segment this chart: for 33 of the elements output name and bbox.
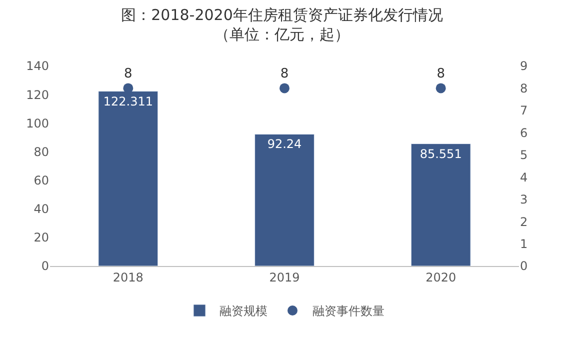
y2-tick-label: 2 [520,214,528,229]
y-tick-label: 40 [34,202,49,216]
data-label: 8 [280,66,289,82]
y2-tick-label: 0 [520,259,528,274]
x-tick-label: 2020 [426,270,456,284]
y2-tick-label: 1 [520,236,528,251]
y-tick-label: 140 [26,59,49,74]
y-tick-label: 100 [26,116,49,130]
y2-tick-label: 5 [520,148,528,162]
y-tick-label: 120 [26,88,49,102]
y-tick-label: 80 [34,144,49,159]
bar [410,144,471,266]
y2-tick-label: 9 [520,59,528,74]
chart-title: 图：2018-2020年住房租赁资产证券化发行情况 [121,6,443,24]
y-tick-label: 20 [34,230,49,245]
legend-label: 融资规模 [220,304,268,318]
y2-tick-label: 6 [520,126,528,140]
y2-tick-label: 7 [520,104,528,118]
data-label: 122.311 [103,94,153,108]
bar [254,134,314,266]
x-tick-label: 2018 [112,270,144,284]
y2-tick-label: 8 [520,81,528,96]
chart-subtitle: （单位：亿元，起） [214,26,350,44]
data-label: 8 [124,66,132,82]
y2-tick-label: 3 [520,192,528,207]
x-tick-label: 2019 [269,270,300,284]
y2-tick-label: 4 [520,170,528,184]
y-tick-label: 0 [41,259,49,274]
data-label: 8 [436,66,445,82]
data-label: 85.551 [420,146,462,161]
y-tick-label: 60 [34,173,49,188]
data-label: 92.24 [267,137,302,152]
legend-label: 融资事件数量 [312,304,384,318]
